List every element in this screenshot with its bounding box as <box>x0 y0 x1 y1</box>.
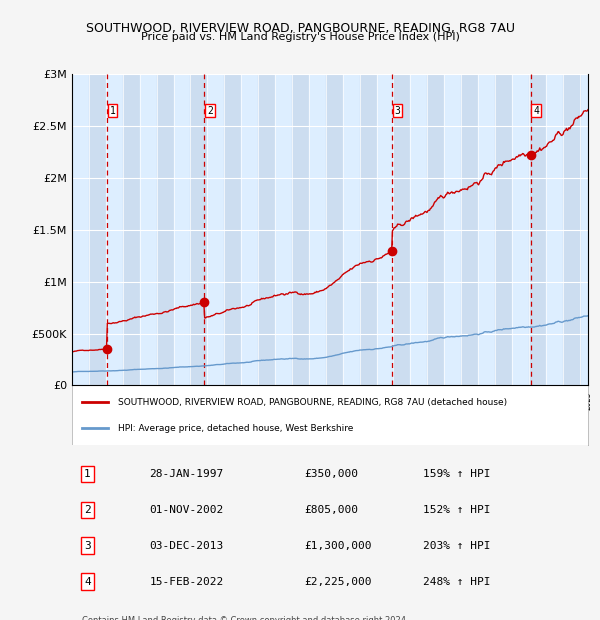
Text: 203% ↑ HPI: 203% ↑ HPI <box>423 541 490 551</box>
Text: 2013: 2013 <box>380 392 389 410</box>
Text: 2021: 2021 <box>516 392 525 410</box>
Text: 2005: 2005 <box>245 392 254 410</box>
Bar <box>546 74 563 386</box>
Text: 01-NOV-2002: 01-NOV-2002 <box>149 505 224 515</box>
Text: 4: 4 <box>533 105 539 115</box>
Text: 2: 2 <box>84 505 91 515</box>
Text: 2014: 2014 <box>397 392 406 410</box>
Text: 2016: 2016 <box>431 392 440 410</box>
Text: 2011: 2011 <box>347 392 356 410</box>
Text: 2003: 2003 <box>211 392 220 410</box>
Bar <box>72 74 89 386</box>
Bar <box>106 74 123 386</box>
Bar <box>529 74 546 386</box>
Bar <box>495 74 512 386</box>
Text: 248% ↑ HPI: 248% ↑ HPI <box>423 577 490 587</box>
Bar <box>394 74 410 386</box>
Text: 1999: 1999 <box>143 392 152 410</box>
Bar <box>563 74 580 386</box>
Bar <box>224 74 241 386</box>
Bar <box>309 74 326 386</box>
Text: 2012: 2012 <box>364 392 373 410</box>
Bar <box>190 74 208 386</box>
Text: 2025: 2025 <box>583 392 593 410</box>
Text: 2001: 2001 <box>178 392 187 410</box>
Text: 152% ↑ HPI: 152% ↑ HPI <box>423 505 490 515</box>
Bar <box>89 74 106 386</box>
Bar <box>427 74 444 386</box>
Bar <box>292 74 309 386</box>
Text: 2004: 2004 <box>228 392 237 410</box>
Text: HPI: Average price, detached house, West Berkshire: HPI: Average price, detached house, West… <box>118 423 354 433</box>
Bar <box>208 74 224 386</box>
Text: SOUTHWOOD, RIVERVIEW ROAD, PANGBOURNE, READING, RG8 7AU: SOUTHWOOD, RIVERVIEW ROAD, PANGBOURNE, R… <box>86 22 515 35</box>
Text: Contains HM Land Registry data © Crown copyright and database right 2024.: Contains HM Land Registry data © Crown c… <box>82 616 409 620</box>
Text: 2000: 2000 <box>161 392 170 410</box>
Text: 2006: 2006 <box>262 392 271 410</box>
Text: 1: 1 <box>110 105 115 115</box>
Bar <box>123 74 140 386</box>
Text: 2023: 2023 <box>550 392 559 410</box>
Bar <box>241 74 258 386</box>
Bar <box>258 74 275 386</box>
Bar <box>157 74 173 386</box>
Text: 03-DEC-2013: 03-DEC-2013 <box>149 541 224 551</box>
Text: 2024: 2024 <box>566 392 575 410</box>
Bar <box>140 74 157 386</box>
Text: 2017: 2017 <box>448 392 457 410</box>
Bar <box>444 74 461 386</box>
Bar <box>478 74 495 386</box>
Text: £2,225,000: £2,225,000 <box>304 577 372 587</box>
Bar <box>512 74 529 386</box>
Text: 2018: 2018 <box>465 392 474 410</box>
Text: £805,000: £805,000 <box>304 505 358 515</box>
Text: SOUTHWOOD, RIVERVIEW ROAD, PANGBOURNE, READING, RG8 7AU (detached house): SOUTHWOOD, RIVERVIEW ROAD, PANGBOURNE, R… <box>118 397 508 407</box>
Text: 2008: 2008 <box>296 392 305 410</box>
Text: 2020: 2020 <box>499 392 508 410</box>
Bar <box>359 74 377 386</box>
Text: 3: 3 <box>84 541 91 551</box>
Text: 2007: 2007 <box>279 392 288 410</box>
Text: 1998: 1998 <box>127 392 136 410</box>
Text: 1995: 1995 <box>76 392 85 410</box>
Bar <box>410 74 427 386</box>
Text: 1: 1 <box>84 469 91 479</box>
Bar <box>173 74 190 386</box>
Text: 2019: 2019 <box>482 392 491 410</box>
Text: 15-FEB-2022: 15-FEB-2022 <box>149 577 224 587</box>
Bar <box>461 74 478 386</box>
Text: 1997: 1997 <box>110 392 119 410</box>
Text: 2009: 2009 <box>313 392 322 410</box>
Text: 3: 3 <box>395 105 401 115</box>
Text: 28-JAN-1997: 28-JAN-1997 <box>149 469 224 479</box>
Bar <box>275 74 292 386</box>
Text: 2010: 2010 <box>330 392 339 410</box>
Text: 4: 4 <box>84 577 91 587</box>
Text: £1,300,000: £1,300,000 <box>304 541 372 551</box>
Text: £350,000: £350,000 <box>304 469 358 479</box>
Text: 2002: 2002 <box>194 392 203 410</box>
Bar <box>326 74 343 386</box>
Bar <box>343 74 359 386</box>
Text: Price paid vs. HM Land Registry's House Price Index (HPI): Price paid vs. HM Land Registry's House … <box>140 32 460 42</box>
Bar <box>377 74 394 386</box>
Text: 1996: 1996 <box>93 392 102 410</box>
Text: 159% ↑ HPI: 159% ↑ HPI <box>423 469 490 479</box>
Text: 2: 2 <box>207 105 213 115</box>
Text: 2015: 2015 <box>415 392 424 410</box>
Text: 2022: 2022 <box>533 392 542 410</box>
